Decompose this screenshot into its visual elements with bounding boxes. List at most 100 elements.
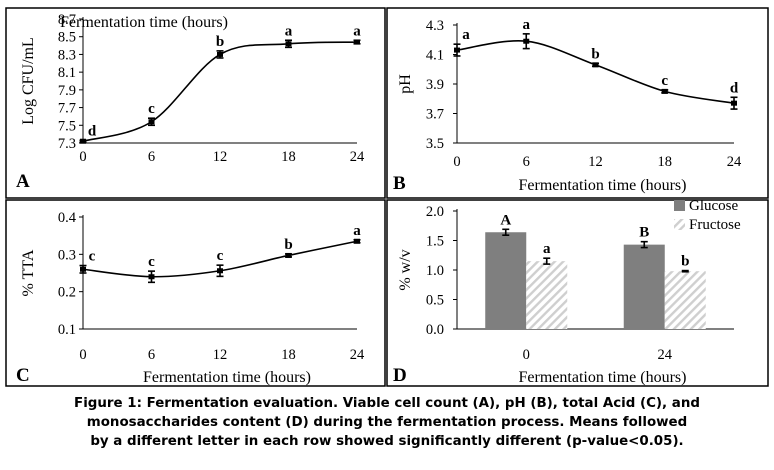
y-tick-label: 7.3	[58, 136, 76, 152]
significance-letter: c	[661, 73, 668, 89]
x-tick-label: 0	[79, 347, 86, 363]
y-axis-label: % TTA	[20, 249, 37, 296]
y-axis-label: % w/v	[397, 249, 414, 290]
panel-C: 0.1 0.2 0.3 0.4 % TTA Fermentation time (hour…	[5, 199, 386, 387]
x-tick-label: 0	[79, 149, 86, 165]
y-tick-label: 3.7	[426, 107, 444, 123]
legend-swatch	[674, 200, 685, 211]
x-tick-label: 0	[453, 154, 460, 170]
caption-line-1: Figure 1: Fermentation evaluation. Viabl…	[74, 396, 700, 411]
bar-fructose	[664, 271, 706, 329]
y-tick-label: 0.2	[58, 285, 76, 301]
y-tick-label: 1.0	[426, 263, 444, 279]
panel-frame	[386, 199, 769, 387]
x-tick-label: 18	[658, 154, 673, 170]
significance-letter: a	[523, 17, 531, 33]
panel-B: 3.5 3.7 3.9 4.1 4.3 pH Fermentation time (hour…	[386, 7, 769, 199]
y-tick-label: 0.1	[58, 322, 76, 338]
significance-letter: c	[89, 249, 96, 265]
x-tick-label: 6	[148, 347, 155, 363]
significance-letter: b	[591, 46, 599, 62]
data-point	[217, 51, 223, 57]
y-tick-label: 3.9	[426, 77, 444, 93]
significance-letter: b	[284, 237, 292, 253]
x-tick-label: 12	[213, 347, 228, 363]
y-tick-label: 0.5	[426, 293, 444, 309]
x-tick-label: 6	[148, 149, 155, 165]
y-axis-label: Log CFU/mL	[20, 37, 37, 125]
x-tick-label: 18	[281, 347, 296, 363]
x-tick-label: 18	[281, 149, 296, 165]
panel-frame	[386, 7, 769, 199]
panel-A: 7.3 7.57.7 7.9 8.1 8.38.5 8.7 Log CFU/mL Fermen…	[5, 7, 386, 199]
data-point	[148, 274, 155, 280]
significance-letter: d	[730, 80, 739, 96]
y-tick-label: 7.9	[58, 83, 76, 99]
bar-glucose	[485, 232, 527, 329]
y-tick-label: 2.0	[426, 204, 444, 220]
y-tick-label: 8.5	[58, 30, 76, 46]
significance-letter: a	[543, 241, 551, 257]
data-point	[80, 138, 86, 144]
x-axis-label: Fermentation time (hours)	[519, 177, 687, 194]
data-point	[354, 238, 360, 244]
y-tick-label: 8.3	[58, 47, 76, 63]
data-point	[731, 100, 737, 106]
y-tick-label: 1.5	[426, 234, 444, 250]
panel-D: 0.0 0.5 1.0 1.5 2.0 % w/v Fermentation time (h…	[386, 198, 769, 387]
y-axis-label: pH	[397, 74, 414, 94]
x-axis-label: Fermentation time (hours)	[519, 369, 687, 386]
x-tick-label: 0	[523, 347, 530, 363]
legend-label: Fructose	[689, 217, 741, 233]
significance-letter: B	[639, 225, 649, 241]
figure-caption: Figure 1: Fermentation evaluation. Viabl…	[0, 394, 774, 451]
legend-label: Glucose	[689, 198, 738, 214]
y-tick-label: 4.1	[426, 48, 444, 64]
panel-letter: C	[16, 365, 30, 386]
y-tick-label: 0.3	[58, 247, 76, 263]
bar-glucose	[623, 244, 665, 329]
y-tick-label: 0.0	[426, 322, 444, 338]
bar-fructose	[526, 261, 568, 329]
panel-frame	[5, 199, 386, 387]
data-point	[661, 88, 668, 94]
data-point	[592, 62, 599, 68]
significance-letter: a	[462, 27, 470, 43]
y-tick-label: 7.5	[58, 118, 76, 134]
panels: 7.3 7.57.7 7.9 8.1 8.38.5 8.7 Log CFU/mL Fermen…	[5, 7, 769, 387]
y-tick-label: 8.7	[58, 12, 76, 28]
data-point	[217, 268, 223, 274]
x-axis-label: Fermentation time (hours)	[60, 14, 228, 31]
data-point	[148, 119, 155, 125]
panel-frame	[5, 7, 386, 199]
significance-letter: d	[88, 123, 97, 139]
data-point	[523, 38, 530, 44]
data-point	[285, 41, 292, 47]
data-point	[80, 266, 86, 272]
x-axis-label: Fermentation time (hours)	[143, 369, 311, 386]
significance-letter: c	[148, 254, 155, 270]
panel-letter: A	[16, 171, 30, 192]
x-tick-label: 12	[588, 154, 603, 170]
significance-letter: a	[353, 23, 361, 39]
data-point	[285, 252, 292, 258]
significance-letter: b	[681, 254, 689, 270]
significance-letter: b	[216, 34, 224, 50]
caption-line-2: monosaccharides content (D) during the f…	[86, 415, 688, 430]
y-tick-label: 3.5	[426, 136, 444, 152]
x-tick-label: 24	[727, 154, 742, 170]
y-tick-label: 4.3	[426, 18, 444, 34]
x-tick-label: 6	[523, 154, 530, 170]
legend-swatch	[674, 219, 685, 230]
significance-letter: a	[353, 223, 361, 239]
x-tick-label: 24	[350, 149, 365, 165]
x-tick-label: 24	[658, 347, 673, 363]
panel-letter: D	[393, 365, 407, 386]
data-point	[454, 47, 460, 53]
y-tick-label: 7.7	[58, 101, 76, 117]
significance-letter: A	[500, 212, 511, 228]
panel-letter: B	[393, 173, 406, 194]
x-tick-label: 12	[213, 149, 228, 165]
significance-letter: c	[217, 248, 224, 264]
